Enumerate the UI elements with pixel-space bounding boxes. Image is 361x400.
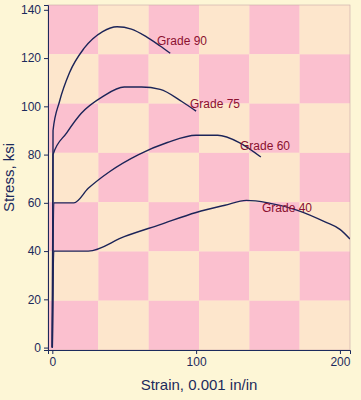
background [48,5,350,350]
tick-label: 20 [28,293,42,307]
checker-cell [98,251,148,300]
checker-cell [249,251,299,300]
tick: 0 [49,350,56,369]
plot-frame [48,5,350,350]
tick-mark [44,10,48,11]
y-axis-title: Stress, ksi [0,143,17,212]
series-label: Grade 40 [262,201,312,215]
series-line [52,200,350,347]
checker-cell [199,251,249,300]
checker-cell [48,251,98,300]
tick: 200 [330,350,350,369]
checker-cell [48,202,98,251]
x-axis-title: Strain, 0.001 in/in [141,376,258,393]
tick-mark [44,299,48,300]
series-line [52,135,261,347]
tick: 40 [28,244,48,258]
checker-cell [48,5,98,54]
checker-cell [249,153,299,202]
checker-cell [249,54,299,103]
series-label: Grade 60 [240,139,290,153]
checker-cell [300,54,350,103]
tick-label: 120 [21,51,41,65]
checker-cell [48,104,98,153]
checker-cell [149,251,199,300]
tick: 140 [21,3,48,17]
series-group [52,27,350,348]
checker-cell [199,153,249,202]
tick: 120 [21,51,48,65]
tick-label: 60 [28,196,42,210]
tick-mark [44,251,48,252]
tick: 100 [187,350,207,369]
series-line [52,27,170,348]
series-line [52,87,196,348]
chart: Grade 90Grade 75Grade 60Grade 4001002000… [0,0,361,400]
tick-label: 100 [187,355,207,369]
tick-mark [44,106,48,107]
tick-mark [340,350,341,354]
checker-cell [98,153,148,202]
tick: 80 [28,148,48,162]
checker-cell [98,54,148,103]
checker-cell [48,301,98,350]
checker-cell [48,54,98,103]
tick: 100 [21,100,48,114]
tick-label: 140 [21,3,41,17]
checker-cell [149,301,199,350]
tick-label: 40 [28,244,42,258]
checker-cell [48,153,98,202]
tick-mark [52,350,53,354]
tick-label: 100 [21,100,41,114]
x-axis: 0 100 200 [49,350,351,369]
tick: 20 [28,293,48,307]
checker-cell [199,301,249,350]
checker-cell [300,104,350,153]
tick-mark [44,348,48,349]
series-label: Grade 75 [190,97,240,111]
tick-mark [44,155,48,156]
tick-label: 80 [28,148,42,162]
plot: Grade 90Grade 75Grade 60Grade 4001002000… [21,3,351,368]
tick-label: 200 [330,355,350,369]
tick: 60 [28,196,48,210]
checker-cell [149,153,199,202]
tick-mark [196,350,197,354]
checker-cell [98,301,148,350]
series-label: Grade 90 [157,34,207,48]
tick-label: 0 [34,341,41,355]
checker-cell [98,202,148,251]
checker-cell [249,301,299,350]
checker-cell [300,5,350,54]
tick-mark [44,58,48,59]
tick-mark [44,203,48,204]
checker-cell [300,251,350,300]
checker-cell [149,202,199,251]
tick-label: 0 [49,355,56,369]
checker-cell [98,104,148,153]
checker-cell [300,301,350,350]
checker-cell [300,153,350,202]
tick: 0 [34,341,48,355]
axis-line [49,351,351,355]
axis-line [44,6,49,351]
y-axis: 0 20 40 60 80 100 120 140 [21,3,49,355]
checker-cell [249,5,299,54]
